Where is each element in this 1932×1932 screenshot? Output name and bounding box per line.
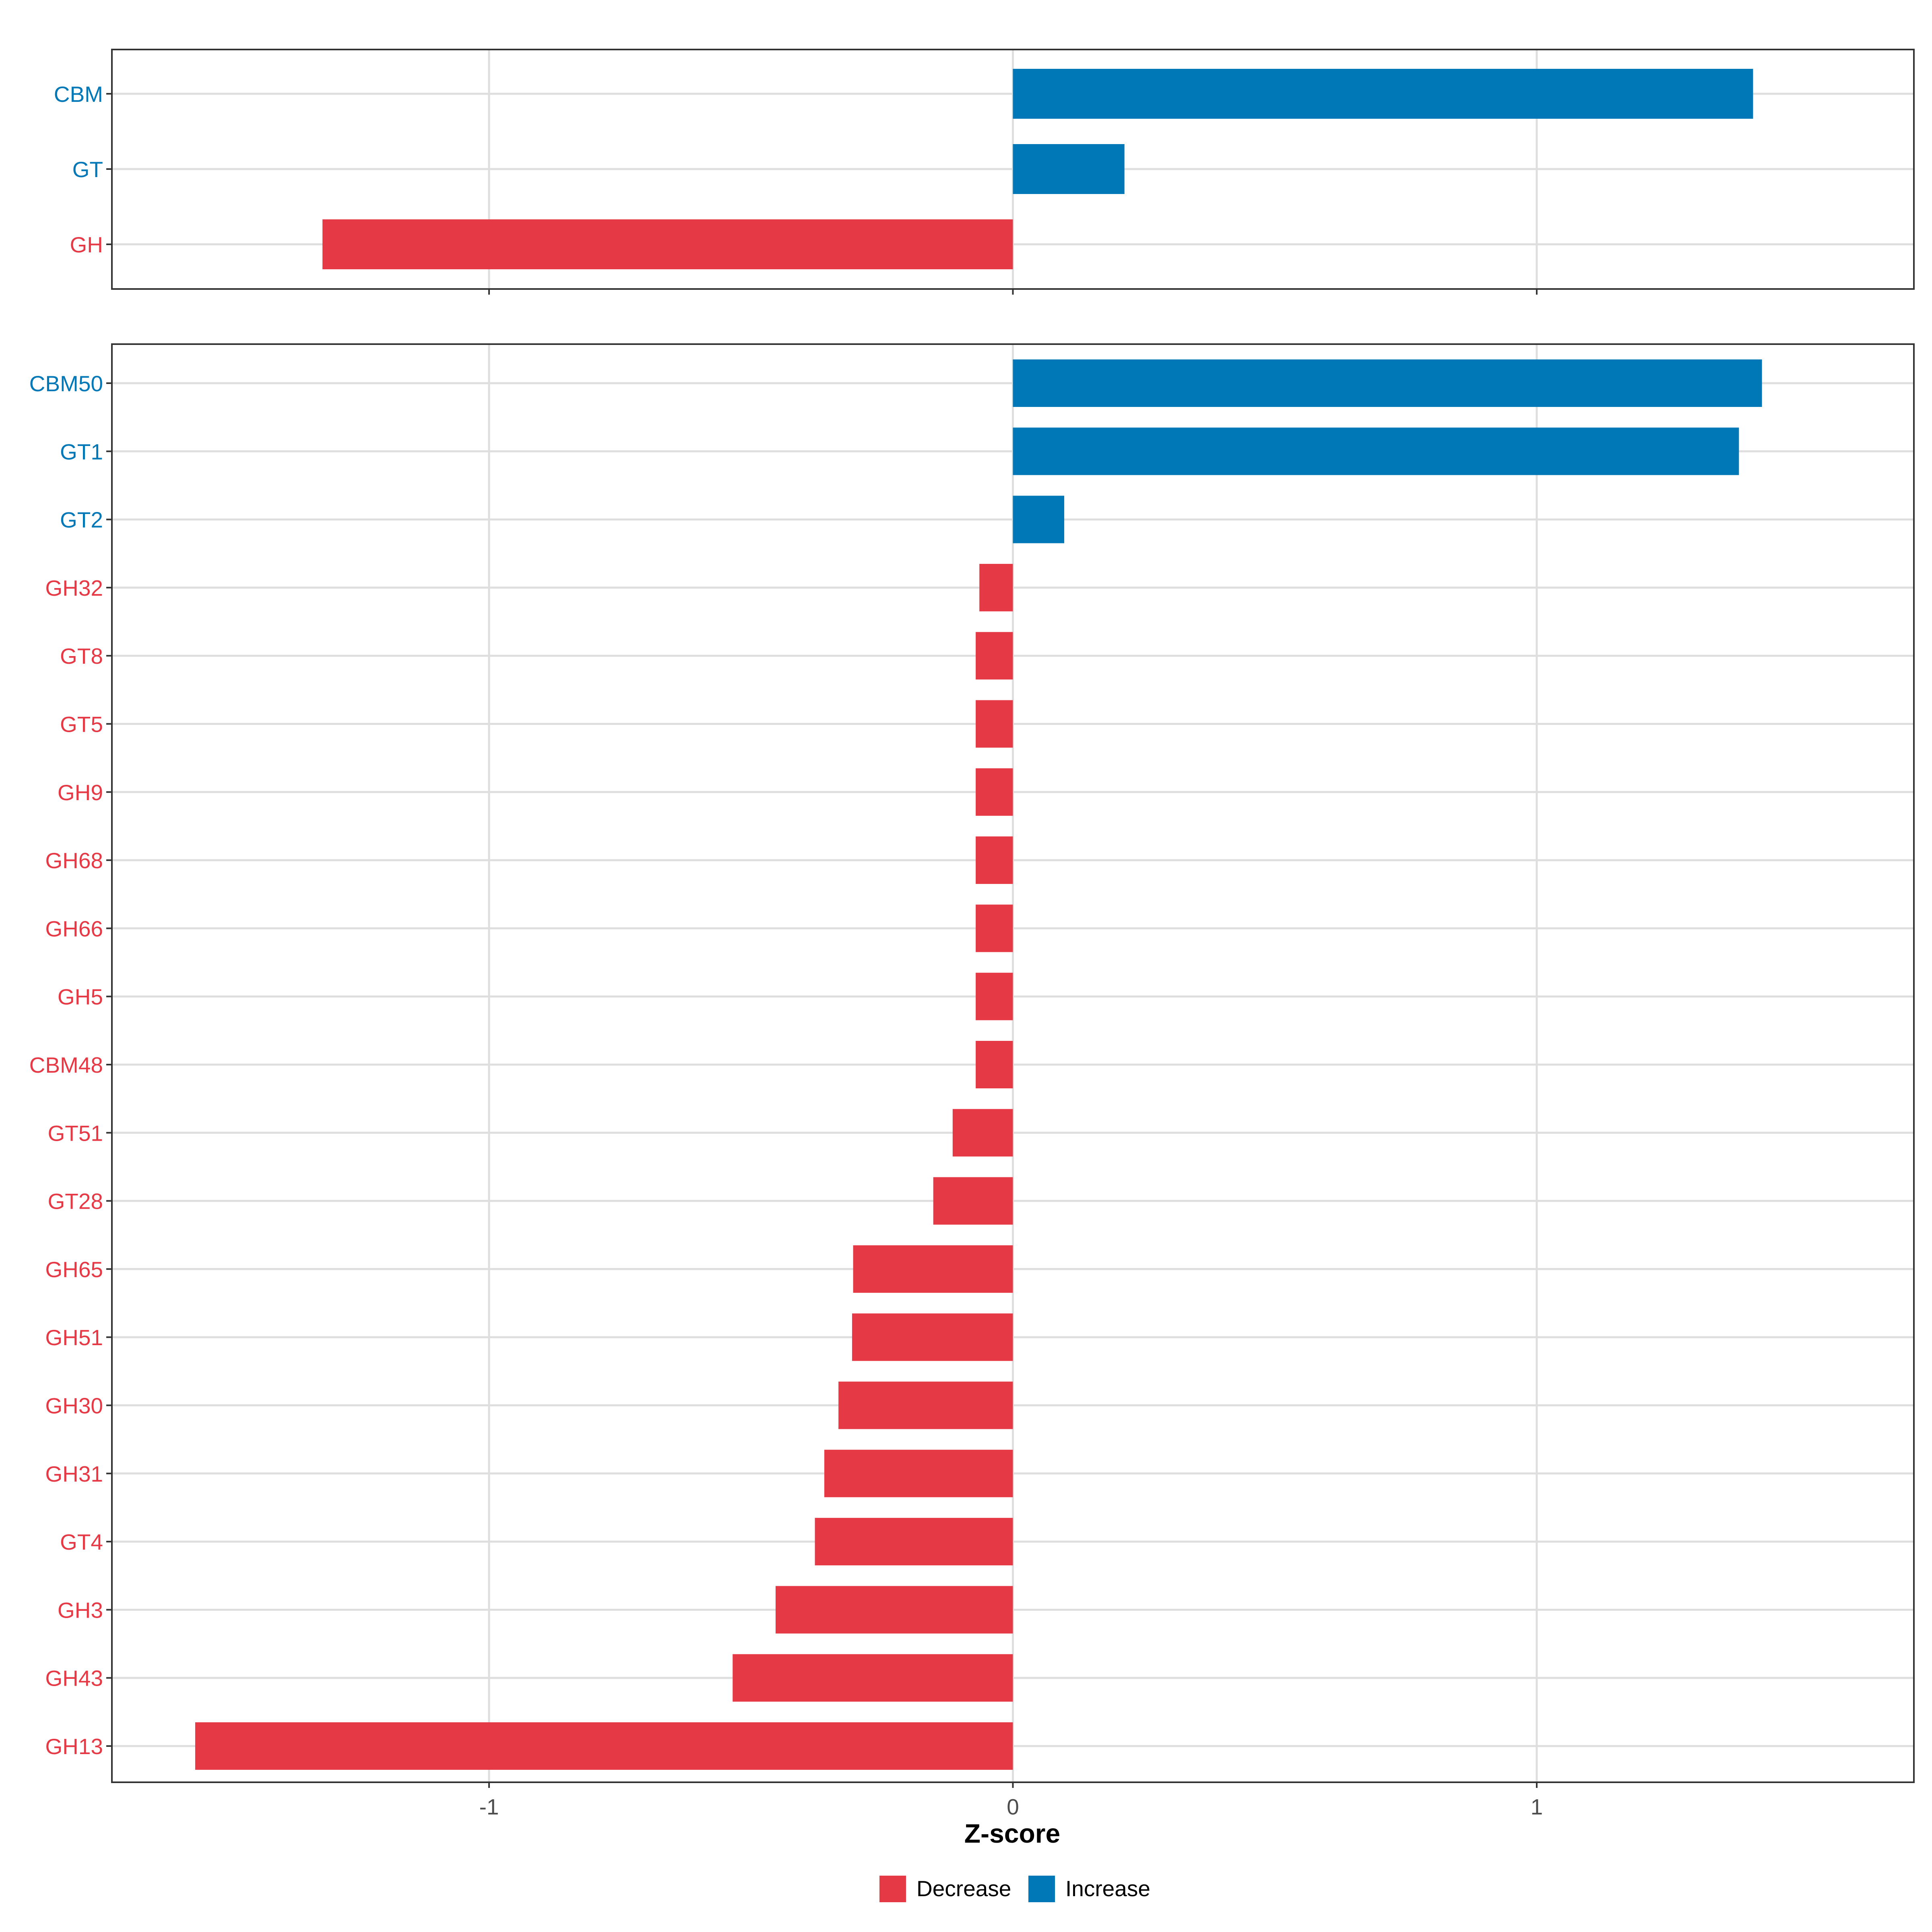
category-label-gh65: GH65 <box>45 1257 103 1282</box>
category-label-gh30: GH30 <box>45 1393 103 1418</box>
bar-gh32 <box>979 564 1013 611</box>
category-label-gh5: GH5 <box>58 985 103 1009</box>
bar-gt <box>1013 144 1125 194</box>
bar-gt8 <box>976 632 1013 680</box>
legend-label-increase: Increase <box>1065 1876 1150 1901</box>
legend: Decrease Increase <box>879 1876 1150 1902</box>
legend-label-decrease: Decrease <box>916 1876 1011 1901</box>
x-axis-title: Z-score <box>964 1818 1060 1848</box>
bar-gh65 <box>853 1245 1013 1293</box>
bar-gt1 <box>1013 427 1739 475</box>
bar-gt5 <box>976 700 1013 748</box>
bar-cbm <box>1013 69 1753 119</box>
category-label-cbm: CBM <box>54 82 103 107</box>
category-label-gh66: GH66 <box>45 916 103 941</box>
category-label-gt: GT <box>72 157 103 182</box>
bar-gh9 <box>976 768 1013 816</box>
panel-border <box>111 343 1915 1783</box>
bar-gh68 <box>976 836 1013 884</box>
bar-gh5 <box>976 972 1013 1020</box>
category-label-gt28: GT28 <box>47 1189 103 1214</box>
category-label-gt51: GT51 <box>47 1121 103 1146</box>
category-label-gh51: GH51 <box>45 1325 103 1350</box>
category-label-gh: GH <box>70 232 103 257</box>
legend-key-decrease <box>879 1876 906 1902</box>
category-label-gh32: GH32 <box>45 576 103 601</box>
bar-cbm48 <box>976 1041 1013 1088</box>
bar-gt2 <box>1013 495 1065 543</box>
category-label-cbm48: CBM48 <box>29 1053 103 1077</box>
category-label-gh43: GH43 <box>45 1666 103 1691</box>
bar-cbm50 <box>1013 359 1762 407</box>
category-label-gt2: GT2 <box>60 508 103 533</box>
bar-gt28 <box>933 1177 1013 1225</box>
category-label-gt1: GT1 <box>60 439 103 464</box>
category-label-cbm50: CBM50 <box>29 371 103 396</box>
bar-gh51 <box>852 1313 1013 1361</box>
bar-gh66 <box>976 904 1013 952</box>
bar-gh13 <box>195 1722 1013 1770</box>
panel-top: CBM GT GH <box>54 49 1915 295</box>
bar-gh3 <box>775 1586 1013 1634</box>
bar-gh <box>322 219 1013 269</box>
bar-gh31 <box>824 1449 1013 1497</box>
category-label-gt8: GT8 <box>60 644 103 669</box>
category-label-gh13: GH13 <box>45 1734 103 1759</box>
category-label-gt5: GT5 <box>60 712 103 737</box>
legend-key-increase <box>1028 1876 1055 1902</box>
bar-gt51 <box>952 1109 1013 1157</box>
panel-bottom: CBM50 GT1 GT2 GH32 GT8 GT5 GH9 GH68 GH66 GH5 CBM48… <box>29 343 1915 1788</box>
bar-gt4 <box>815 1518 1013 1566</box>
category-label-gh3: GH3 <box>58 1598 103 1622</box>
category-label-gh68: GH68 <box>45 848 103 873</box>
bar-gh43 <box>733 1654 1013 1702</box>
category-label-gt4: GT4 <box>60 1530 103 1554</box>
x-tick-label: 0 <box>1007 1794 1019 1819</box>
category-label-gh9: GH9 <box>58 780 103 805</box>
x-axis: -1 0 1 <box>479 1794 1543 1819</box>
x-tick-label: -1 <box>479 1794 499 1819</box>
category-label-gh31: GH31 <box>45 1461 103 1486</box>
bar-gh30 <box>838 1381 1013 1429</box>
x-tick-label: 1 <box>1531 1794 1543 1819</box>
panel-border <box>111 49 1915 290</box>
